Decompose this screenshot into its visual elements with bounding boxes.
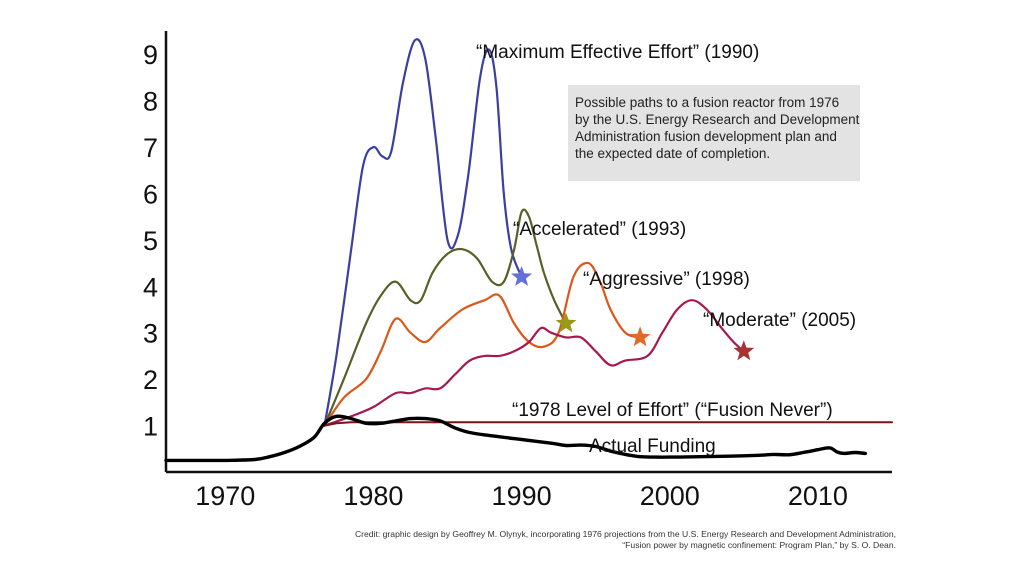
credit-text: Credit: graphic design by Geoffrey M. Ol… [355, 529, 896, 551]
annotation-line: the expected date of completion. [575, 146, 771, 161]
y-tick-label: 4 [143, 272, 158, 302]
annotation-line: Possible paths to a fusion reactor from … [575, 95, 840, 110]
tick-labels: 1 2 3 4 5 6 7 8 9 1970 1980 1990 2000 2010 [143, 40, 848, 511]
series-label-moderate: “Moderate” (2005) [703, 310, 856, 331]
x-tick-label: 2010 [788, 481, 848, 511]
series-label-accelerated: “Accelerated” (1993) [513, 219, 686, 240]
series-labels: “Maximum Effective Effort” (1990) “Accele… [476, 42, 856, 457]
completion-star-moderate [733, 340, 755, 361]
annotation-line: by the U.S. Energy Research and Developm… [575, 112, 860, 127]
axes [164, 31, 892, 474]
series-line-moderate [323, 299, 745, 427]
completion-star-accelerated [555, 312, 577, 333]
series-label-1978-level-of-effort: “1978 Level of Effort” (“Fusion Never”) [512, 400, 833, 421]
y-tick-label: 9 [143, 40, 158, 70]
series-line-actual-funding [164, 414, 867, 463]
y-tick-label: 2 [143, 365, 158, 395]
series-label-actual-funding: Actual Funding [589, 436, 716, 457]
credit-line: “Fusion power by magnetic confinement: P… [622, 540, 896, 550]
y-tick-label: 5 [143, 226, 158, 256]
series-line-1978-level-of-effort [323, 421, 893, 427]
series-label-aggressive: “Aggressive” (1998) [583, 269, 750, 290]
credit-line: Credit: graphic design by Geoffrey M. Ol… [354, 529, 896, 539]
series-line-maximum-effective-effort [323, 38, 523, 427]
series-line-aggressive [323, 261, 642, 427]
y-tick-label: 7 [143, 133, 158, 163]
y-tick-label: 3 [143, 319, 158, 349]
plot-area [164, 38, 893, 463]
y-tick-label: 6 [143, 179, 158, 209]
x-tick-label: 1980 [343, 481, 403, 511]
completion-star-aggressive [629, 326, 651, 347]
x-tick-label: 2000 [640, 481, 700, 511]
annotation-line: Administration fusion development plan a… [575, 129, 837, 144]
x-tick-label: 1970 [195, 481, 255, 511]
annotation-box: Possible paths to a fusion reactor from … [568, 85, 860, 181]
y-tick-label: 8 [143, 87, 158, 117]
y-tick-label: 1 [143, 412, 158, 442]
series-label-maximum-effective-effort: “Maximum Effective Effort” (1990) [476, 42, 759, 63]
completion-star-maximum-effective-effort [511, 266, 533, 286]
series-line-accelerated [323, 208, 568, 427]
x-tick-label: 1990 [492, 481, 552, 511]
